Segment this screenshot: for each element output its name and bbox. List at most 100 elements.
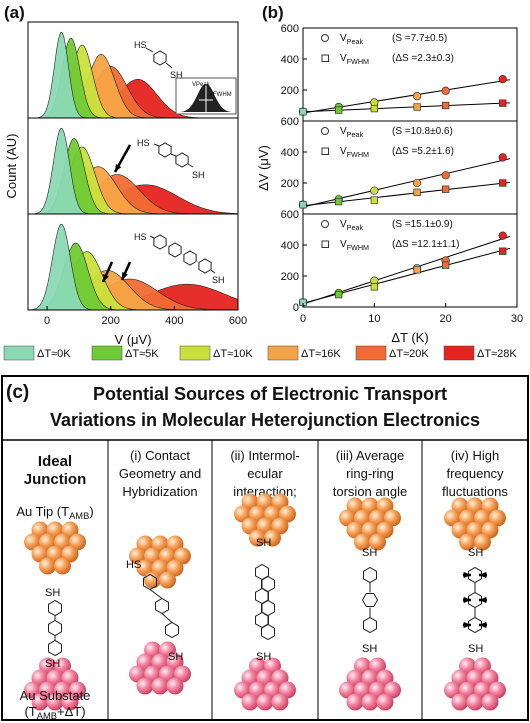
atom (346, 693, 364, 711)
y-tick-label: 200 (281, 85, 299, 97)
atom (144, 571, 161, 589)
data-point (442, 261, 450, 269)
arrow-head (479, 596, 487, 604)
column-header: (iii) Average (336, 448, 404, 463)
legend-marker (321, 127, 329, 135)
benzene-ring (153, 234, 167, 250)
substrate-label: Au Substate (20, 688, 91, 703)
atom-label: VFWHM (209, 92, 232, 98)
atom-label: SH (170, 70, 183, 80)
y-tick-label: 600 (281, 116, 299, 128)
column-header: (iv) High (451, 448, 499, 463)
text-part: Peak (347, 37, 364, 46)
arrow-head (479, 621, 487, 629)
data-point (299, 108, 307, 116)
text-part: +ΔT) (57, 704, 86, 719)
data-point (335, 290, 343, 299)
atom-label: SH (212, 275, 225, 285)
atom-label: SH (468, 643, 483, 655)
legend-swatch (355, 345, 387, 361)
atom-label: SH (45, 658, 60, 670)
atom (159, 571, 176, 589)
y-tick-label: 400 (281, 240, 299, 252)
data-point (370, 186, 379, 195)
data-point (412, 92, 422, 101)
legend-marker (321, 240, 329, 248)
column-header: torsion angle (333, 484, 407, 499)
legend-entry: VPeak (340, 219, 363, 232)
column-header: ring-ring (346, 466, 394, 481)
atom-label: HS (137, 138, 150, 148)
data-point (335, 197, 343, 206)
plot-frame (302, 213, 518, 308)
data-point (498, 231, 507, 240)
atom (256, 693, 274, 711)
text-part: AMB (69, 511, 89, 521)
legend-entry: VPeak (340, 126, 363, 139)
benzene-ring (158, 142, 172, 158)
atom (31, 693, 49, 711)
bond (170, 153, 177, 157)
tip-label: Au Tip (TAMB) (16, 504, 93, 521)
legend-entry: VFWHM (340, 53, 369, 66)
data-point (370, 104, 378, 113)
data-point (499, 247, 507, 255)
benzene-ring (153, 50, 167, 66)
benzene-ring (198, 258, 212, 274)
data-point (442, 101, 450, 110)
legend-label: ΔT≈0K (37, 348, 71, 360)
column-header: Hybridization (122, 484, 197, 499)
column-header: ecular (247, 466, 283, 481)
x-tick-label: 10 (368, 313, 380, 325)
x-axis-label: ΔT (K) (391, 330, 428, 345)
data-point (299, 201, 307, 209)
benzene-ring (261, 575, 275, 593)
fit-line (302, 102, 510, 113)
benzene-ring (48, 599, 62, 617)
arrow-head (122, 272, 128, 280)
benzene-ring (363, 566, 377, 584)
legend-marker (321, 54, 329, 62)
text-part: Au Tip (T (16, 504, 69, 519)
legend-entry: VFWHM (340, 146, 369, 159)
text-part: V (340, 219, 347, 230)
benzene-ring (261, 623, 275, 641)
text-part: Peak (347, 130, 364, 139)
text-part: FWHM (347, 243, 369, 252)
benzene-ring (175, 152, 189, 168)
legend-note: (S =15.1±0.9) (392, 219, 453, 230)
atom-label: SH (256, 537, 271, 549)
legend-marker (321, 34, 329, 42)
benzene-ring (183, 250, 197, 266)
column-header: (ii) Intermol- (230, 448, 299, 463)
arrow-head (103, 274, 109, 282)
column-header: Geometry and (119, 466, 201, 481)
text-part: FWHM (347, 57, 369, 66)
legend-swatch (267, 345, 299, 361)
legend-marker (321, 220, 329, 228)
column-header: frequency (446, 466, 504, 481)
data-point (370, 196, 378, 204)
text-part: ) (89, 504, 93, 519)
data-point (413, 103, 421, 111)
data-point (413, 188, 421, 196)
benzene-ring (168, 242, 182, 258)
atom-label: SH (362, 643, 377, 655)
legend-label: ΔT≈28K (477, 348, 517, 360)
x-tick-label: 0 (44, 315, 50, 327)
bond (187, 163, 194, 168)
x-tick-label: 200 (102, 315, 120, 327)
benzene-ring (165, 621, 179, 639)
substrate-label: (TAMB+ΔT) (24, 704, 85, 721)
panel-label: (a) (4, 3, 25, 22)
atom (376, 693, 394, 711)
atom (264, 529, 281, 547)
bond (145, 47, 154, 53)
y-tick-label: 200 (281, 178, 299, 190)
data-point (499, 99, 507, 107)
x-tick-label: 400 (165, 315, 183, 327)
atom (61, 693, 79, 711)
y-axis-label: ΔV (μV) (256, 145, 271, 191)
atom (271, 693, 289, 711)
panel-c-frame (1, 375, 529, 721)
